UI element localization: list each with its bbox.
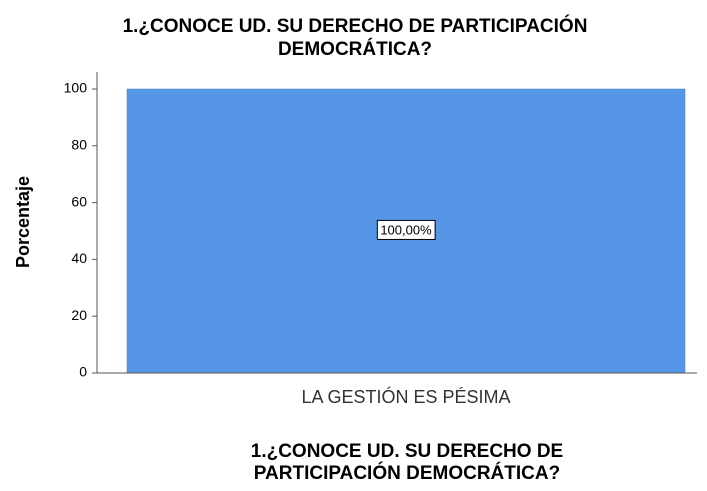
y-tick-label: 100: [64, 80, 88, 96]
x-axis-label: PARTICIPACIÓN DEMOCRÁTICA?: [254, 462, 560, 484]
data-label: 100,00%: [380, 222, 432, 237]
data-label-box: [376, 219, 436, 240]
chart-title: 1.¿CONOCE UD. SU DERECHO DE PARTICIPACIÓ…: [123, 15, 588, 37]
y-tick-label: 60: [71, 193, 87, 209]
x-tick-label: LA GESTIÓN ES PÉSIMA: [301, 386, 510, 407]
chart-title: DEMOCRÁTICA?: [278, 38, 432, 60]
y-tick-label: 20: [71, 307, 87, 323]
y-tick-label: 80: [71, 137, 87, 153]
y-tick-label: 0: [79, 364, 87, 380]
x-axis-label: 1.¿CONOCE UD. SU DERECHO DE: [251, 441, 563, 462]
y-tick-label: 40: [71, 250, 87, 266]
y-axis-label: Porcentaje: [13, 176, 33, 268]
